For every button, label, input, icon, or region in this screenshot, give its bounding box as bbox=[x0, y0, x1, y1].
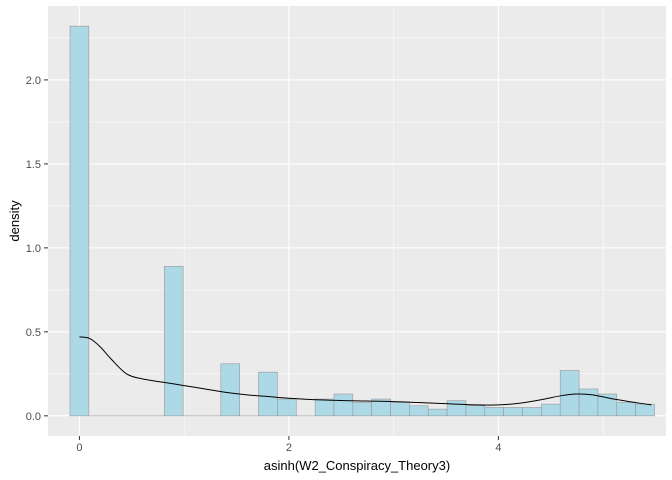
histogram-bar bbox=[390, 402, 410, 417]
histogram-bar bbox=[616, 402, 636, 417]
density-curve bbox=[79, 336, 652, 406]
histogram-bar bbox=[314, 398, 335, 417]
histogram-bar bbox=[484, 407, 504, 417]
x-axis: 0 2 4 bbox=[76, 436, 501, 454]
histogram-bar bbox=[69, 25, 90, 417]
histogram-bar bbox=[352, 402, 372, 417]
histogram-bar bbox=[522, 407, 542, 417]
y-tick-label: 1.0 bbox=[26, 243, 41, 255]
histogram-bar bbox=[409, 405, 429, 417]
y-tick-label: 2.0 bbox=[26, 75, 41, 87]
x-tick-label: 0 bbox=[76, 442, 82, 454]
histogram-bar bbox=[427, 408, 448, 417]
histogram-bars bbox=[69, 25, 655, 417]
plot-panel bbox=[48, 6, 666, 436]
y-axis: 0.0 0.5 1.0 1.5 2.0 bbox=[26, 75, 48, 423]
histogram-bar bbox=[220, 363, 240, 417]
y-tick-label: 0.5 bbox=[26, 327, 41, 339]
histogram-bar bbox=[258, 371, 278, 417]
y-tick-label: 1.5 bbox=[26, 159, 41, 171]
histogram-bar bbox=[541, 403, 561, 417]
histogram-bar bbox=[465, 405, 486, 417]
grid-minor bbox=[48, 6, 666, 436]
histogram-bar bbox=[635, 403, 655, 417]
histogram-bar bbox=[503, 407, 523, 417]
histogram-bar bbox=[446, 400, 467, 417]
histogram-bar bbox=[277, 398, 297, 417]
x-tick-label: 4 bbox=[495, 442, 501, 454]
histogram-bar bbox=[559, 370, 580, 417]
histogram-bar bbox=[163, 266, 184, 417]
x-tick-label: 2 bbox=[286, 442, 292, 454]
y-axis-title: density bbox=[7, 200, 22, 242]
histogram-bar bbox=[578, 388, 599, 417]
y-tick-label: 0.0 bbox=[26, 411, 41, 423]
x-axis-title: asinh(W2_Conspiracy_Theory3) bbox=[264, 458, 450, 473]
histogram-bar bbox=[333, 393, 354, 417]
